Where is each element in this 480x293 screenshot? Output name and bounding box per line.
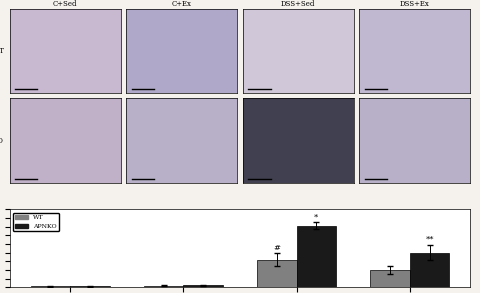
Y-axis label: KO: KO (0, 137, 4, 145)
Text: **: ** (425, 236, 434, 244)
Bar (297, 226, 336, 287)
Title: DSS+Ex: DSS+Ex (400, 0, 430, 8)
Text: #: # (273, 244, 280, 252)
Bar (70, 286, 110, 287)
Bar (410, 253, 449, 287)
Bar (257, 260, 297, 287)
Title: C+Sed: C+Sed (53, 0, 77, 8)
Bar (31, 286, 70, 287)
Title: C+Ex: C+Ex (172, 0, 192, 8)
Bar (370, 270, 410, 287)
Legend: WT, APNKO: WT, APNKO (13, 212, 59, 231)
Text: *: * (314, 214, 319, 222)
Title: DSS+Sed: DSS+Sed (281, 0, 315, 8)
Bar (144, 286, 183, 287)
Y-axis label: WT: WT (0, 47, 4, 55)
Bar (183, 285, 223, 287)
